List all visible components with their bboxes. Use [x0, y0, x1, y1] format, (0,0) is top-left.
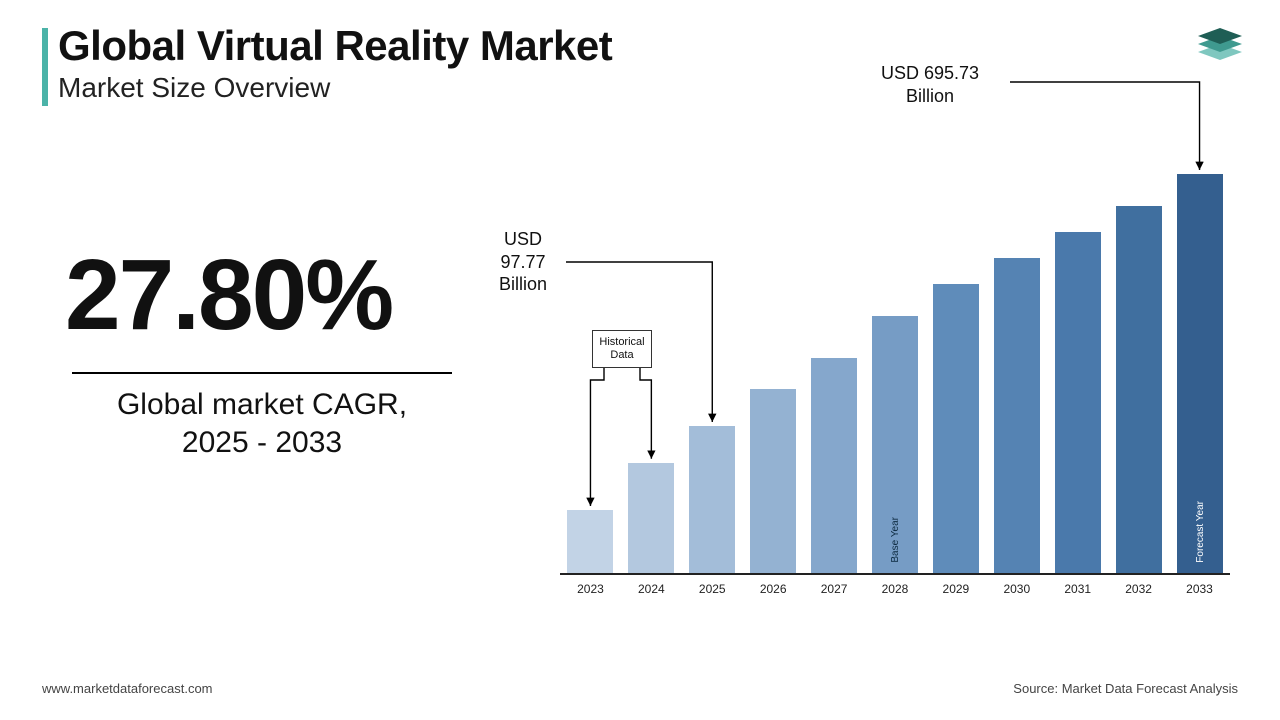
callout-low-line1: USD	[504, 229, 542, 249]
page-subtitle: Market Size Overview	[58, 72, 330, 104]
page-title: Global Virtual Reality Market	[58, 22, 612, 70]
cagr-label-line1: Global market CAGR,	[117, 388, 407, 421]
cagr-value: 27.80%	[65, 245, 392, 345]
market-size-bar-chart: Base YearForecast Year 20232024202520262…	[560, 150, 1230, 590]
callout-high-value: USD 695.73 Billion	[840, 62, 1020, 107]
callout-low-value: USD 97.77 Billion	[478, 228, 568, 296]
footer-source: Source: Market Data Forecast Analysis	[1013, 681, 1238, 696]
infographic-canvas: Global Virtual Reality Market Market Siz…	[0, 0, 1280, 720]
cagr-label-line2: 2025 - 2033	[182, 426, 342, 459]
callout-low-line2: 97.77	[500, 252, 545, 272]
footer-website: www.marketdataforecast.com	[42, 681, 213, 696]
cagr-label: Global market CAGR, 2025 - 2033	[72, 386, 452, 461]
callout-low-line3: Billion	[499, 274, 547, 294]
historical-line2: Data	[610, 349, 633, 361]
callout-high-line2: Billion	[906, 86, 954, 106]
callout-high-line1: USD 695.73	[881, 63, 979, 83]
historical-line1: Historical	[599, 336, 644, 348]
cagr-divider	[72, 372, 452, 374]
title-accent-bar	[42, 28, 48, 106]
brand-logo-icon	[1192, 22, 1248, 77]
historical-data-box: Historical Data	[592, 330, 652, 368]
annotation-arrows	[560, 90, 1230, 590]
